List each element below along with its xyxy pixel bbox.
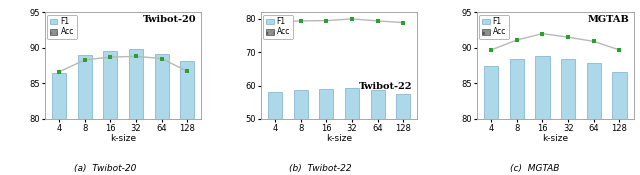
- Text: Twibot-22: Twibot-22: [359, 82, 413, 91]
- Point: [511, 39, 522, 41]
- Point: [54, 71, 64, 74]
- Bar: [103, 51, 117, 175]
- Bar: [319, 89, 333, 175]
- Bar: [509, 58, 524, 175]
- X-axis label: k-size: k-size: [542, 134, 568, 143]
- Point: [398, 21, 408, 24]
- Point: [182, 70, 193, 73]
- Point: [270, 20, 280, 23]
- X-axis label: k-size: k-size: [326, 134, 352, 143]
- Text: (a)  Twibot-20: (a) Twibot-20: [74, 164, 137, 173]
- Bar: [612, 72, 627, 175]
- Text: MGTAB: MGTAB: [587, 15, 629, 24]
- Point: [538, 32, 548, 35]
- Text: (b)  Twibot-22: (b) Twibot-22: [289, 164, 351, 173]
- Bar: [294, 90, 308, 175]
- Point: [589, 40, 599, 43]
- Bar: [77, 55, 92, 175]
- Bar: [268, 92, 282, 175]
- Point: [486, 49, 496, 51]
- Bar: [561, 58, 575, 175]
- Bar: [484, 66, 498, 175]
- Point: [157, 57, 167, 60]
- Bar: [154, 54, 169, 175]
- Legend: F1, Acc: F1, Acc: [263, 15, 292, 39]
- Point: [79, 58, 90, 61]
- Bar: [52, 74, 66, 175]
- Point: [372, 20, 383, 22]
- Legend: F1, Acc: F1, Acc: [479, 15, 509, 39]
- Legend: F1, Acc: F1, Acc: [47, 15, 77, 39]
- Text: Twibot-20: Twibot-20: [143, 15, 196, 24]
- Point: [296, 20, 306, 22]
- Point: [105, 56, 115, 58]
- Point: [563, 36, 573, 38]
- Point: [614, 49, 625, 51]
- Point: [321, 19, 332, 22]
- Bar: [371, 90, 385, 175]
- Text: (c)  MGTAB: (c) MGTAB: [509, 164, 559, 173]
- Bar: [536, 56, 550, 175]
- X-axis label: k-size: k-size: [110, 134, 136, 143]
- Point: [347, 18, 357, 20]
- Bar: [396, 94, 410, 175]
- Point: [131, 55, 141, 58]
- Bar: [345, 88, 359, 175]
- Bar: [129, 49, 143, 175]
- Bar: [587, 63, 601, 175]
- Bar: [180, 61, 195, 175]
